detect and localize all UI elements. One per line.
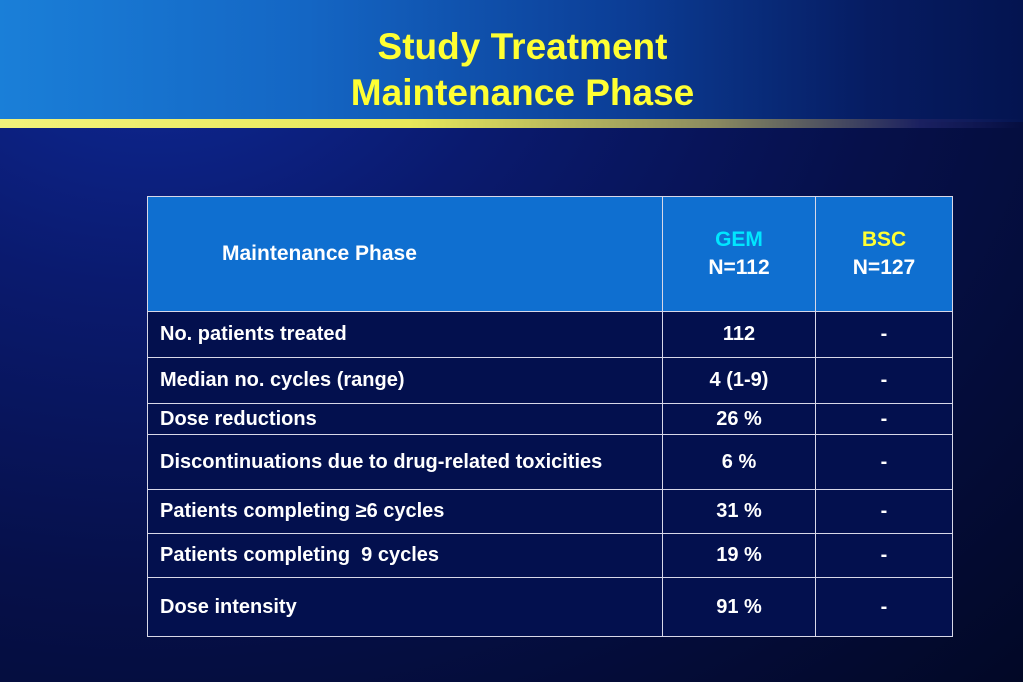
header-bsc-cell: BSC N=127 bbox=[815, 196, 953, 312]
header-bsc-name: BSC bbox=[861, 228, 907, 251]
slide-title-line1: Study Treatment bbox=[377, 26, 668, 67]
slide-title: Study Treatment Maintenance Phase bbox=[0, 24, 1023, 116]
row-label: Dose reductions bbox=[147, 403, 663, 435]
row-label: No. patients treated bbox=[147, 311, 663, 358]
row-bsc-value: - bbox=[815, 489, 953, 534]
header-label: Maintenance Phase bbox=[222, 242, 417, 265]
row-gem-value: 6 % bbox=[662, 434, 816, 490]
row-bsc-value: - bbox=[815, 577, 953, 637]
header-gem-cell: GEM N=112 bbox=[662, 196, 816, 312]
row-bsc-value: - bbox=[815, 357, 953, 404]
table-row: Patients completing 9 cycles 19 % - bbox=[147, 533, 953, 578]
row-bsc-value: - bbox=[815, 434, 953, 490]
row-label: Median no. cycles (range) bbox=[147, 357, 663, 404]
row-bsc-value: - bbox=[815, 533, 953, 578]
header-gem-name: GEM bbox=[715, 228, 763, 251]
row-bsc-value: - bbox=[815, 311, 953, 358]
maintenance-table: Maintenance Phase GEM N=112 BSC N=127 No… bbox=[147, 196, 953, 637]
row-label: Dose intensity bbox=[147, 577, 663, 637]
table-row: Dose intensity 91 % - bbox=[147, 577, 953, 637]
row-label: Patients completing 9 cycles bbox=[147, 533, 663, 578]
row-label: Patients completing ≥6 cycles bbox=[147, 489, 663, 534]
slide-title-line2: Maintenance Phase bbox=[350, 72, 695, 113]
table-row: Discontinuations due to drug-related tox… bbox=[147, 434, 953, 490]
row-bsc-value: - bbox=[815, 403, 953, 435]
row-gem-value: 91 % bbox=[662, 577, 816, 637]
header-bsc-n: N=127 bbox=[852, 256, 916, 279]
header-rule bbox=[0, 119, 1023, 128]
table-row: No. patients treated 112 - bbox=[147, 311, 953, 358]
row-gem-value: 19 % bbox=[662, 533, 816, 578]
row-gem-value: 26 % bbox=[662, 403, 816, 435]
row-gem-value: 31 % bbox=[662, 489, 816, 534]
header-band bbox=[0, 0, 1023, 122]
header-label-cell: Maintenance Phase bbox=[147, 196, 663, 312]
table-row: Patients completing ≥6 cycles 31 % - bbox=[147, 489, 953, 534]
row-gem-value: 112 bbox=[662, 311, 816, 358]
table-row: Median no. cycles (range) 4 (1-9) - bbox=[147, 357, 953, 404]
table-row: Dose reductions 26 % - bbox=[147, 403, 953, 435]
row-gem-value: 4 (1-9) bbox=[662, 357, 816, 404]
table-header-row: Maintenance Phase GEM N=112 BSC N=127 bbox=[147, 196, 953, 312]
row-label: Discontinuations due to drug-related tox… bbox=[147, 434, 663, 490]
header-gem-n: N=112 bbox=[708, 256, 770, 279]
